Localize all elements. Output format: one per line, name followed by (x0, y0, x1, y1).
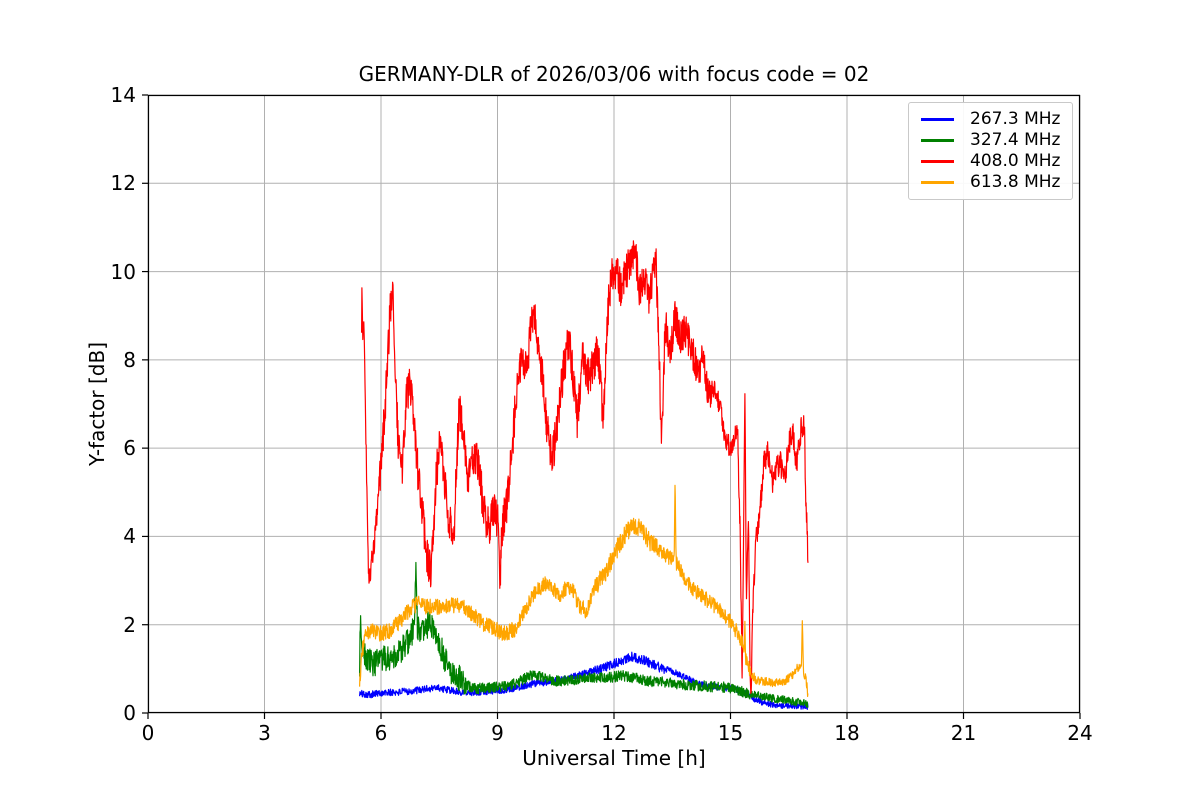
x-tick-label: 9 (491, 721, 504, 745)
x-tick-label: 6 (374, 721, 388, 745)
legend-entry: 327.4 MHz (917, 130, 1064, 151)
legend-line-swatch (921, 139, 954, 142)
legend-entry: 408.0 MHz (917, 151, 1064, 172)
legend-label: 613.8 MHz (970, 172, 1061, 192)
x-tick-label: 12 (601, 721, 627, 745)
y-tick-label: 14 (110, 83, 136, 107)
legend: 267.3 MHz 327.4 MHz 408.0 MHz 613.8 MHz (908, 102, 1073, 200)
y-tick-label: 12 (110, 171, 136, 196)
x-tick-label: 15 (717, 721, 744, 745)
legend-label: 408.0 MHz (970, 151, 1061, 171)
y-tick-labels: 0 2 4 6 8 10 12 14 (60, 0, 136, 800)
series-line-408-0-mhz (361, 240, 809, 695)
y-tick-label: 2 (123, 612, 136, 637)
x-tick-label: 18 (834, 721, 860, 745)
axes-spines (147, 94, 1081, 714)
y-tick-label: 0 (123, 701, 136, 725)
y-tick-label: 4 (123, 524, 136, 549)
x-tick-label: 0 (141, 721, 155, 745)
x-tick-label: 3 (258, 721, 271, 745)
y-tick-label: 6 (123, 436, 136, 461)
y-tick-label: 8 (123, 347, 136, 372)
series-line-327-4-mhz (359, 561, 809, 708)
legend-line-swatch (921, 181, 954, 184)
legend-entry: 613.8 MHz (917, 172, 1064, 193)
x-tick-label: 24 (1067, 721, 1093, 745)
legend-line-swatch (921, 160, 954, 163)
legend-label: 267.3 MHz (970, 109, 1061, 129)
series-line-613-8-mhz (359, 484, 809, 698)
legend-entry: 267.3 MHz (917, 109, 1064, 130)
y-tick-label: 10 (110, 259, 136, 284)
x-tick-labels: 0 3 6 9 12 15 18 21 24 (0, 721, 1200, 747)
legend-line-swatch (921, 118, 954, 121)
x-tick-label: 21 (950, 721, 977, 745)
x-axis-label: Universal Time [h] (522, 746, 706, 770)
chart-title: GERMANY-DLR of 2026/03/06 with focus cod… (358, 62, 870, 86)
legend-label: 327.4 MHz (970, 130, 1061, 150)
